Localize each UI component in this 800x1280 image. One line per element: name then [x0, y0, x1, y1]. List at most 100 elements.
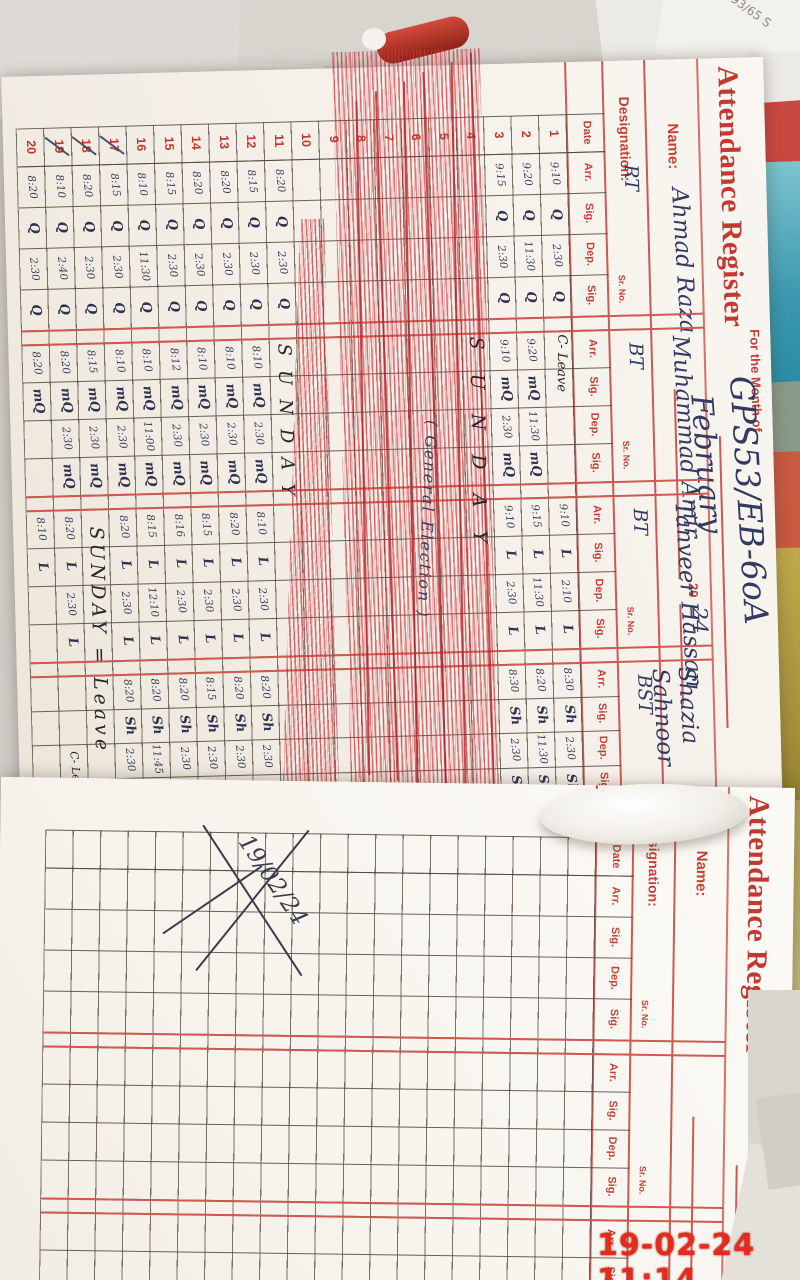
- signature-mark: L: [227, 556, 244, 568]
- signature-mark: Q: [495, 290, 512, 304]
- signature-mark: Q: [55, 302, 72, 316]
- annotation-cleave-feb1: C- Leave: [553, 334, 570, 393]
- signature-mark: L: [200, 557, 217, 569]
- time-entry: 9:10: [556, 502, 572, 528]
- time-entry: 8:20: [226, 511, 242, 537]
- time-entry: 8:30: [505, 668, 521, 694]
- colheader-sig: Sig.: [595, 702, 609, 724]
- time-entry: 8:20: [217, 169, 233, 195]
- signature-mark: L: [255, 555, 271, 567]
- signature-mark: Sh: [176, 713, 194, 735]
- signature-mark: mQ: [169, 460, 188, 487]
- time-entry: 2:30: [219, 251, 235, 276]
- colheader-date: Date: [609, 844, 623, 869]
- time-entry: 8:20: [176, 677, 191, 703]
- time-entry: 2:30: [494, 243, 510, 269]
- staff-designation: BST: [633, 674, 657, 715]
- sr-no-label: Sr. No.: [637, 1165, 648, 1195]
- name-label: Name:: [692, 850, 711, 897]
- time-entry: 2:30: [169, 423, 185, 448]
- colheader-arr: Arr.: [609, 886, 622, 906]
- signature-mark: Sh: [148, 714, 166, 736]
- colheader-sig: Sig.: [593, 618, 607, 639]
- signature-mark: Q: [220, 298, 237, 312]
- signature-mark: Sh: [258, 711, 276, 733]
- colheader-dep: Dep.: [583, 242, 597, 267]
- signature-mark: L: [502, 549, 519, 561]
- colheader-arr: Arr.: [590, 504, 604, 525]
- signature-mark: mQ: [112, 385, 131, 413]
- date-number: 1: [546, 129, 562, 138]
- time-entry: 9:10: [497, 338, 512, 364]
- signature-mark: Sh: [231, 712, 249, 733]
- school-code-handwriting: GPS53/EB-6oA: [722, 374, 777, 626]
- register-title: Attendance Register: [711, 65, 751, 328]
- time-entry: 2:30: [109, 254, 125, 279]
- signature-mark: Sh: [561, 703, 579, 725]
- time-entry: 8:10: [52, 173, 68, 199]
- name-label: Name:: [663, 123, 682, 170]
- signature-mark: Sh: [533, 704, 551, 725]
- signature-mark: Q: [246, 215, 263, 229]
- scribble-date: 19/02/24: [232, 830, 313, 931]
- colheader-arr: Arr.: [581, 162, 595, 182]
- signature-mark: mQ: [224, 458, 243, 486]
- colheader-sig: Sig.: [605, 1176, 618, 1197]
- date-number: 3: [491, 131, 507, 139]
- signature-mark: L: [172, 558, 189, 569]
- colheader-dep: Dep.: [605, 1136, 619, 1161]
- sr-no-label: Sr. No.: [639, 999, 651, 1029]
- camera-timestamp: 19-02-24 11:14: [597, 1228, 756, 1280]
- signature-mark: Q: [83, 301, 100, 315]
- signature-mark: L: [531, 624, 548, 636]
- signature-mark: Q: [218, 216, 235, 230]
- signature-mark: Q: [191, 216, 208, 230]
- signature-mark: Q: [248, 297, 265, 311]
- colheader-dep: Dep.: [596, 735, 610, 760]
- signature-mark: L: [117, 559, 134, 571]
- sr-no-label: Sr. No.: [625, 606, 637, 636]
- time-entry: 8:12: [167, 347, 183, 372]
- signature-mark: Q: [136, 218, 153, 232]
- time-entry: 8:30: [560, 667, 576, 692]
- time-entry: 2:30: [274, 249, 290, 275]
- colheader-arr: Arr.: [594, 669, 608, 689]
- signature-mark: L: [62, 560, 79, 572]
- annotation-sunday-feb4: SUNDAY: [465, 336, 492, 568]
- time-entry: 2:30: [228, 587, 244, 613]
- signature-mark: Q: [165, 299, 182, 313]
- colheader-sig: Sig.: [587, 376, 600, 397]
- time-entry: 2:30: [114, 424, 130, 450]
- signature-mark: L: [504, 625, 521, 637]
- time-entry: 8:20: [61, 515, 77, 541]
- signature-mark: L: [145, 558, 162, 570]
- signature-mark: mQ: [497, 375, 515, 403]
- red-pen-tip: [362, 28, 386, 50]
- time-entry: 8:20: [57, 349, 73, 375]
- colheader-sig: Sig.: [607, 1008, 620, 1030]
- time-entry: 2:30: [59, 425, 75, 451]
- signature-mark: L: [529, 548, 546, 560]
- signature-mark: Q: [273, 214, 290, 228]
- time-entry: 8:20: [121, 678, 136, 704]
- signature-mark: mQ: [59, 463, 78, 490]
- colheader-date: Date: [580, 120, 594, 145]
- time-entry: 2:30: [173, 589, 189, 614]
- time-entry: 2:30: [164, 252, 180, 278]
- signature-mark: Q: [138, 300, 155, 314]
- time-entry: 2:30: [549, 242, 565, 268]
- signature-mark: L: [559, 623, 576, 635]
- signature-mark: L: [229, 632, 246, 644]
- signature-mark: Q: [53, 220, 70, 234]
- signature-mark: Q: [26, 221, 43, 235]
- time-entry: 8:10: [222, 345, 237, 371]
- colheader-sig: Sig.: [608, 926, 622, 948]
- colheader-dep: Dep.: [592, 578, 606, 603]
- signature-mark: L: [119, 635, 136, 647]
- time-entry: 2:30: [503, 580, 519, 606]
- signature-mark: Q: [548, 207, 565, 221]
- time-entry: 8:15: [107, 172, 123, 197]
- colheader-arr: Arr.: [586, 338, 599, 359]
